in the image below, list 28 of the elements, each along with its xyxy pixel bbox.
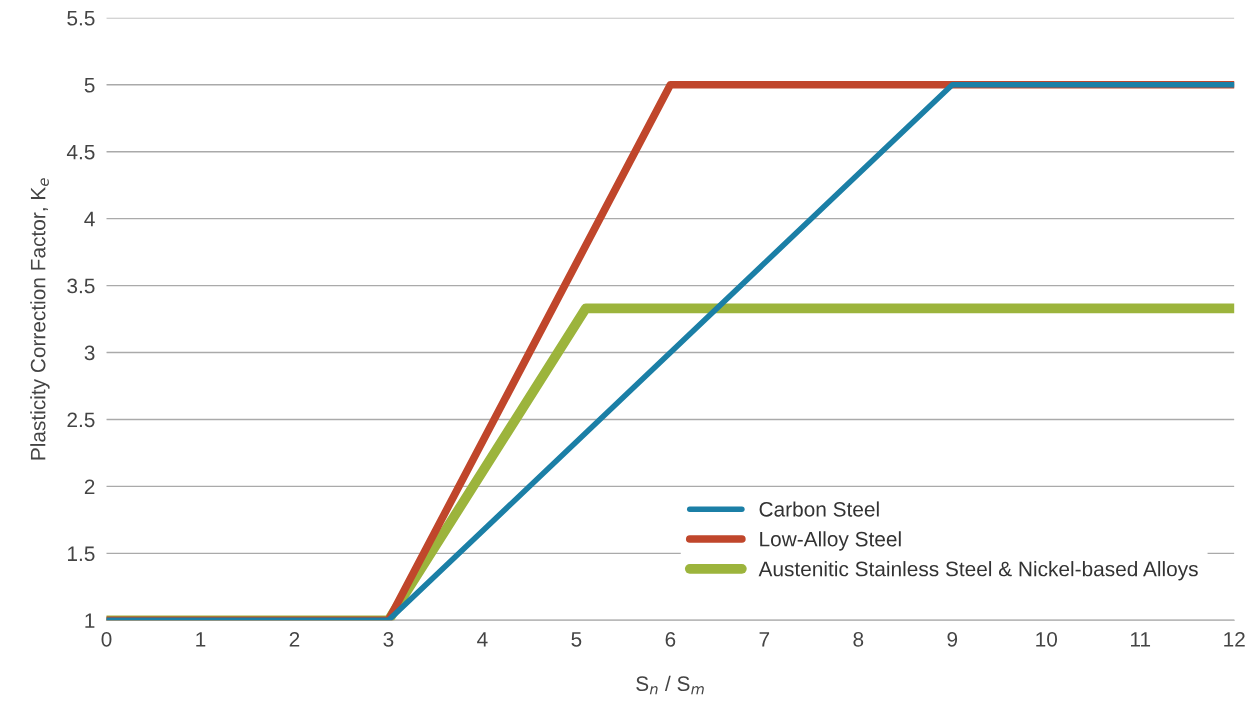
x-axis-title: S$_{n}$ / S$_{m}$ [636,675,704,695]
y-tick-label: 1.5 [68,546,95,562]
x-tick-label: 4 [477,632,488,647]
y-tick-label: 3.5 [67,278,95,294]
x-tick-label: 9 [947,631,958,647]
x-tick-label: 3 [383,631,394,647]
y-tick-label: 2.5 [67,412,95,428]
x-tick-label: 11 [1131,632,1151,647]
x-tick-label: 0 [101,631,112,647]
y-tick-label: 4 [84,211,95,227]
x-tick-label: 12 [1224,631,1245,647]
x-tick-label: 8 [853,631,864,647]
x-tick-label: 5 [571,632,582,647]
x-tick-label: 6 [665,631,676,647]
y-tick-label: 5 [84,77,95,93]
legend-label: Low-Alloy Steel [760,531,901,551]
y-tick-label: 4.5 [66,144,95,160]
x-tick-label: 2 [289,631,300,647]
legend-label: Carbon Steel [759,501,879,517]
y-axis-title: Plasticity Correction Factor, K$_{e}$ [30,178,50,460]
x-tick-label: 1 [196,632,206,647]
y-tick-label: 2 [84,479,95,494]
legend-label: Austenitic Stainless Steel & Nickel-based Alloys [758,561,1198,581]
y-tick-label: 5.5 [67,11,95,26]
x-tick-label: 7 [759,632,770,647]
y-tick-label: 3 [84,345,95,361]
x-tick-label: 10 [1036,631,1058,647]
y-tick-label: 1 [85,613,95,628]
